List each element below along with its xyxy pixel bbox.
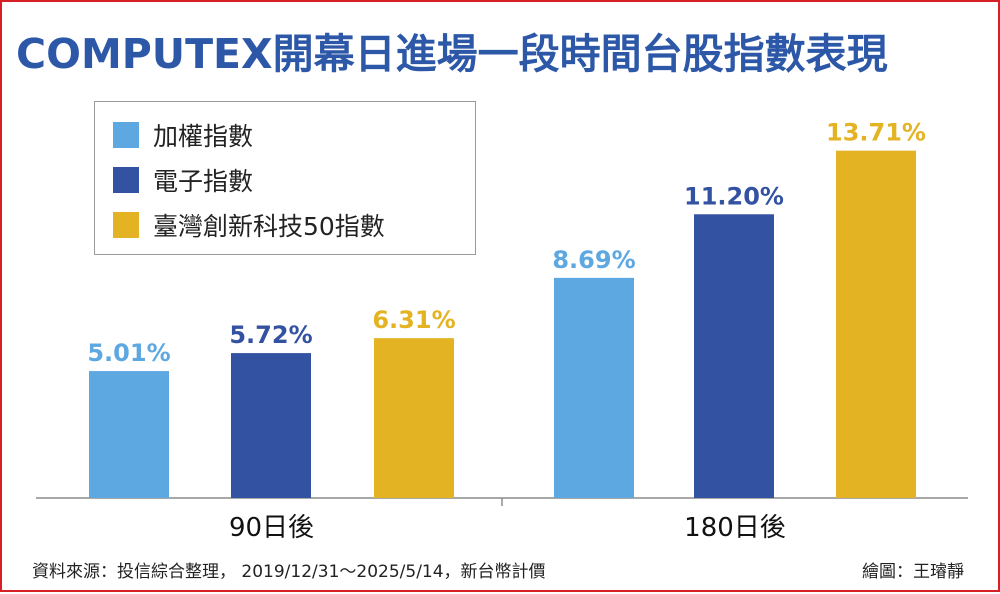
source-note: 資料來源：投信綜合整理， 2019/12/31～2025/5/14，新台幣計價 [32, 562, 546, 582]
bar-2-2 [694, 214, 774, 498]
bar-3-2 [836, 150, 916, 498]
data-label-2-1: 5.72% [229, 321, 312, 349]
category-label-2: 180日後 [684, 513, 786, 543]
bar-1-1 [89, 371, 169, 498]
legend-item-taiex: 加權指數 [113, 120, 254, 151]
bar-1-2 [554, 277, 634, 498]
data-label-3-1: 6.31% [372, 306, 455, 334]
category-label-1: 90日後 [229, 513, 314, 543]
data-label-2-2: 11.20% [684, 182, 784, 210]
legend: 加權指數 電子指數 臺灣創新科技50指數 [94, 101, 476, 255]
legend-item-electronics: 電子指數 [113, 165, 254, 196]
legend-label-electronics: 電子指數 [153, 167, 254, 196]
bar-3-1 [374, 338, 454, 498]
data-label-1-1: 5.01% [87, 339, 170, 367]
legend-swatch-tech50 [113, 212, 139, 238]
legend-item-tech50: 臺灣創新科技50指數 [113, 210, 385, 241]
data-label-3-2: 13.71% [826, 119, 926, 147]
bar-2-1 [231, 353, 311, 498]
credit-note: 繪圖：王璿靜 [862, 562, 964, 582]
legend-label-taiex: 加權指數 [153, 122, 254, 151]
data-label-1-2: 8.69% [552, 246, 635, 274]
legend-swatch-taiex [113, 122, 139, 148]
legend-swatch-electronics [113, 167, 139, 193]
chart-title: COMPUTEX開幕日進場一段時間台股指數表現 [16, 30, 888, 78]
legend-label-tech50: 臺灣創新科技50指數 [153, 212, 385, 241]
